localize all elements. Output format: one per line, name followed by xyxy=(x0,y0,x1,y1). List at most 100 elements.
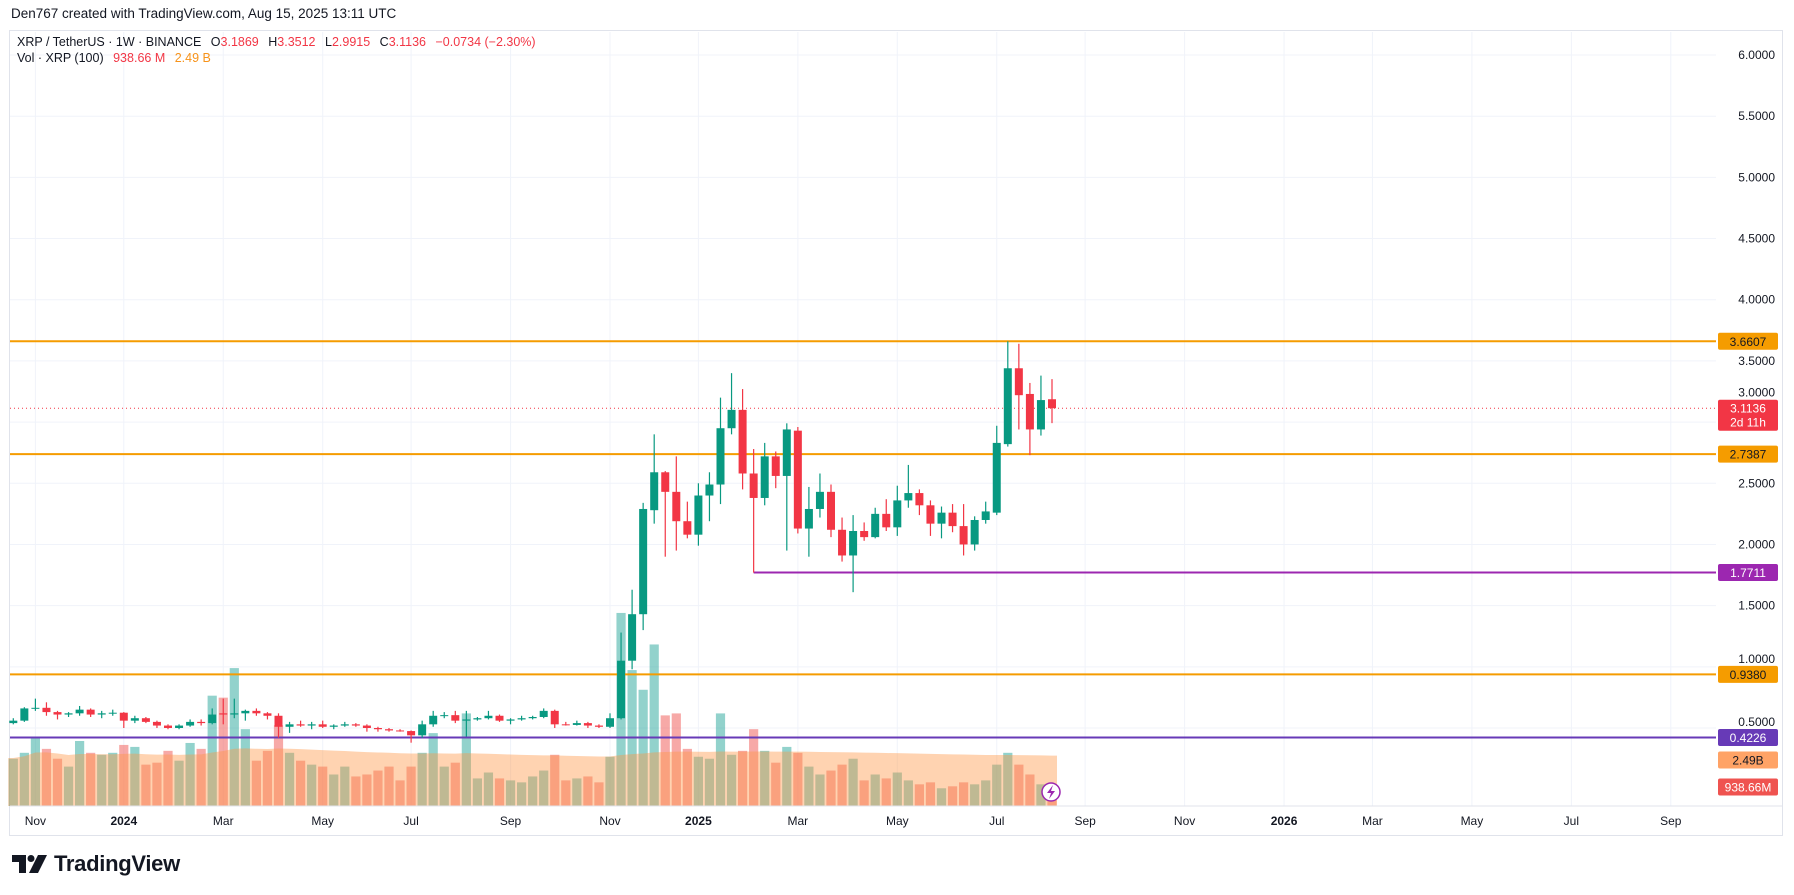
candle-body xyxy=(1014,368,1023,396)
volume-bar xyxy=(881,778,891,806)
candle-body xyxy=(473,718,482,720)
candle-body xyxy=(241,710,250,714)
volume-bar xyxy=(262,750,273,806)
candle-body xyxy=(130,718,139,721)
candle-body xyxy=(871,513,880,538)
time-tick-label: Mar xyxy=(1362,814,1383,828)
price-tick-label: 2.0000 xyxy=(1738,537,1775,551)
horizontal-line-price-label-box xyxy=(1718,665,1778,683)
tradingview-logo[interactable]: TradingView xyxy=(12,851,180,877)
volume-bar xyxy=(240,729,250,806)
candle-body xyxy=(141,718,150,722)
candle-body xyxy=(882,513,891,528)
candle-body xyxy=(484,715,493,719)
volume-bar xyxy=(174,760,184,806)
volume-indicator-label[interactable]: Vol · XRP (100) xyxy=(17,51,104,65)
volume-bar xyxy=(108,752,118,806)
price-tick-label: 4.5000 xyxy=(1738,232,1775,246)
volume-bar xyxy=(41,748,52,806)
volume-bar xyxy=(992,764,1002,806)
volume-bar xyxy=(947,786,958,806)
candle-body xyxy=(396,730,405,732)
candle-body xyxy=(230,713,239,715)
time-tick-label: May xyxy=(311,814,334,828)
candle-body xyxy=(9,720,18,724)
candle-body xyxy=(528,716,537,719)
candle-body xyxy=(738,409,747,474)
volume-bar xyxy=(52,758,63,806)
candle-body xyxy=(1025,393,1034,430)
volume-bar xyxy=(671,713,681,806)
volume-bar xyxy=(30,737,40,806)
price-tick-label: 4.0000 xyxy=(1738,293,1775,307)
volume-bar xyxy=(185,742,195,806)
candle-body xyxy=(992,442,1001,513)
volume-bar xyxy=(837,764,847,806)
candle-body xyxy=(672,491,681,522)
candle-body xyxy=(694,495,703,535)
candle-body xyxy=(208,714,217,724)
volume-bar xyxy=(351,776,361,806)
time-tick-label: Sep xyxy=(1074,814,1096,828)
time-tick-label: 2026 xyxy=(1271,814,1298,828)
candles xyxy=(9,341,1056,743)
symbol-info[interactable]: XRP / TetherUS · 1W · BINANCE xyxy=(17,35,202,49)
volume-bar xyxy=(273,725,284,806)
volume-bar xyxy=(848,758,858,806)
candle-body xyxy=(727,409,736,429)
volume-bar xyxy=(251,760,261,806)
volume-bar xyxy=(605,756,615,806)
volume-bar xyxy=(870,774,880,806)
price-tick-label: 1.0000 xyxy=(1738,652,1775,666)
volume-bar xyxy=(395,780,405,806)
symbol-legend: XRP / TetherUS · 1W · BINANCE O3.1869 H3… xyxy=(17,35,536,49)
candle-body xyxy=(53,712,62,715)
volume-bar xyxy=(406,766,416,806)
candle-body xyxy=(307,724,316,726)
candle-body xyxy=(539,710,548,717)
volume-ma-label: 2.49B xyxy=(1732,753,1763,767)
horizontal-line-price-label: 1.7711 xyxy=(1730,566,1766,580)
high-value: 3.3512 xyxy=(277,35,316,49)
candle-body xyxy=(42,707,51,713)
candle-body xyxy=(340,724,349,726)
candle-body xyxy=(108,712,117,714)
candle-body xyxy=(561,724,570,726)
candle-body xyxy=(650,472,659,511)
volume-bar xyxy=(8,758,18,806)
candle-body xyxy=(970,519,979,545)
candle-body xyxy=(506,719,515,721)
low-label: L xyxy=(325,35,332,49)
open-label: O xyxy=(210,35,221,49)
lightning-icon[interactable] xyxy=(1041,782,1061,802)
volume-bar xyxy=(450,762,460,806)
candle-body xyxy=(296,724,305,726)
candle-body xyxy=(572,723,581,725)
candle-body xyxy=(937,512,946,524)
tradingview-logo-icon xyxy=(12,855,47,873)
candle-body xyxy=(749,473,758,498)
volume-bar xyxy=(970,784,980,806)
last-price-label: 3.1136 xyxy=(1730,402,1766,416)
volume-bar xyxy=(472,778,482,806)
volume-bar xyxy=(63,766,74,806)
candle-body xyxy=(373,728,382,730)
volume-bar xyxy=(340,766,350,806)
candle-body xyxy=(31,707,40,709)
horizontal-line-price-label-box xyxy=(1718,445,1778,463)
candle-body xyxy=(495,715,504,721)
time-tick-label: Jul xyxy=(1564,814,1579,828)
candle-body xyxy=(197,721,206,724)
candle-body xyxy=(407,731,416,736)
candle-body xyxy=(263,713,272,716)
volume-bar xyxy=(682,748,692,806)
candle-body xyxy=(849,531,858,556)
grid xyxy=(10,32,1716,806)
candle-body xyxy=(716,428,725,485)
volume-bar xyxy=(152,762,162,806)
candle-body xyxy=(20,708,29,721)
change-value: −0.0734 (−2.30%) xyxy=(435,35,536,49)
horizontal-line-price-label-box xyxy=(1718,728,1778,746)
